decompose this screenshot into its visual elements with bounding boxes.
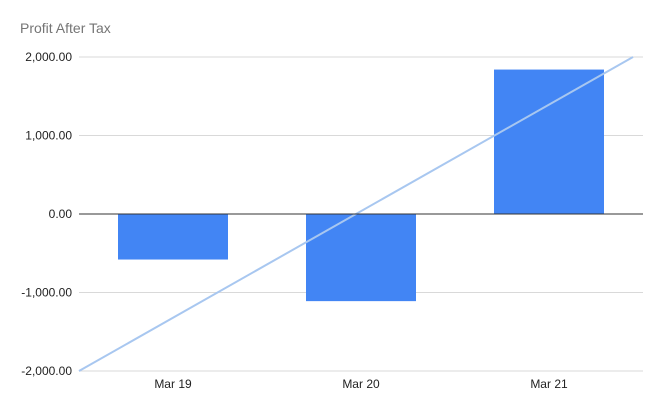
axis-layer: 2,000.00 1,000.00 0.00 -1,000.00 -2,000.00 Ma…	[21, 50, 643, 391]
bar-layer	[118, 69, 604, 302]
y-tick-label: 2,000.00	[25, 50, 72, 64]
y-tick-label: -1,000.00	[21, 286, 72, 300]
y-tick-label: 1,000.00	[25, 129, 72, 143]
y-tick-label: -2,000.00	[21, 364, 72, 378]
bar	[494, 69, 604, 214]
bar	[118, 214, 228, 260]
x-tick-label: Mar 19	[154, 377, 192, 391]
chart-title: Profit After Tax	[20, 20, 111, 36]
bar	[306, 214, 416, 302]
x-tick-label: Mar 21	[530, 377, 568, 391]
x-tick-label: Mar 20	[342, 377, 380, 391]
y-tick-label: 0.00	[49, 207, 73, 221]
